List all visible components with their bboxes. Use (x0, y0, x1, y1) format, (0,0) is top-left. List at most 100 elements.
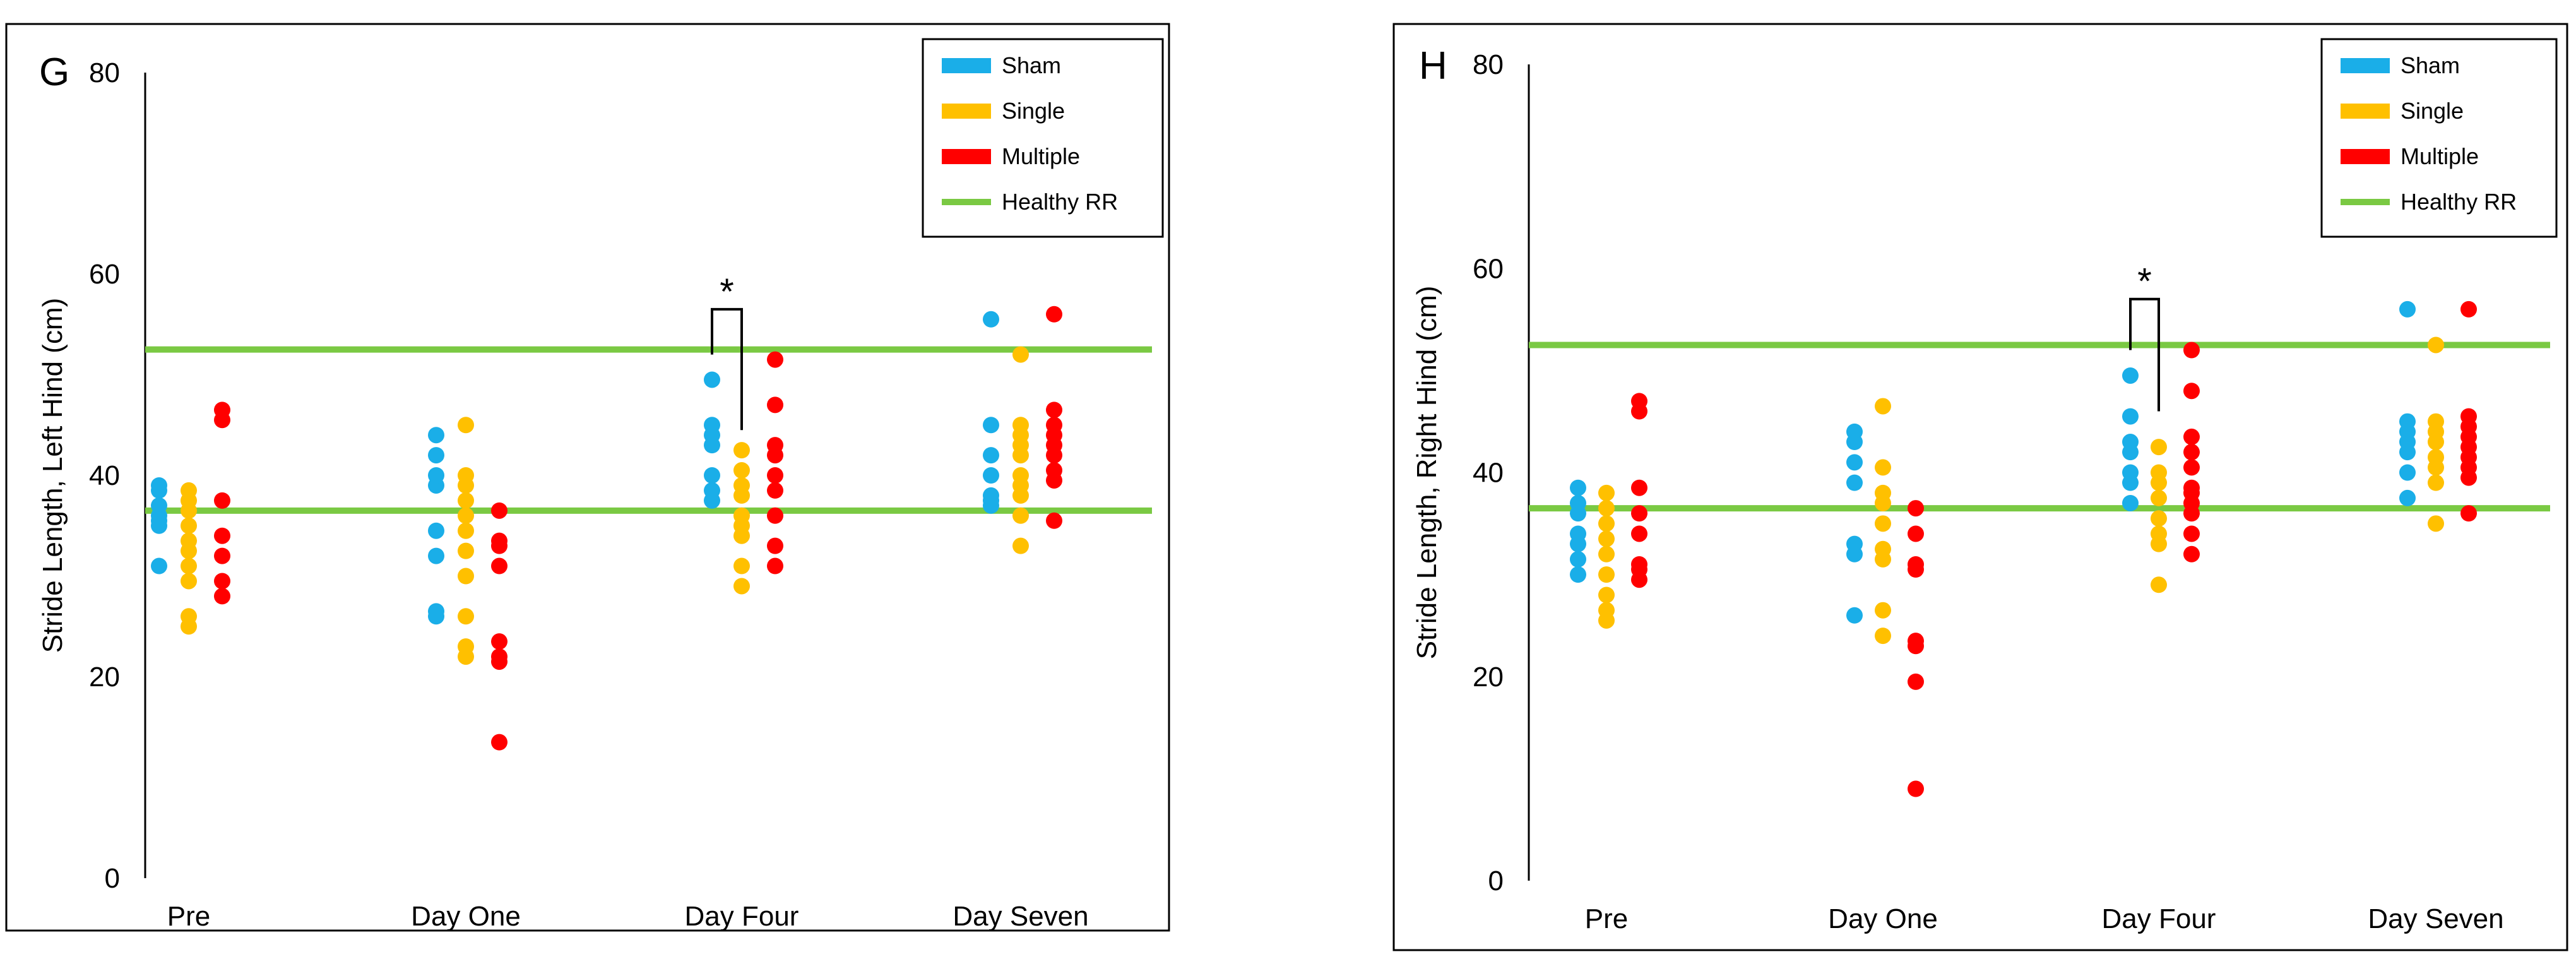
y-tick-label: 60 (89, 259, 120, 290)
data-point-sham (704, 417, 720, 434)
data-point-multiple (767, 351, 783, 368)
data-point-sham (704, 482, 720, 499)
data-point-single (1875, 515, 1891, 532)
data-point-single (458, 417, 474, 434)
x-category-label: Day Seven (2368, 903, 2503, 934)
data-point-multiple (1046, 512, 1062, 529)
data-point-single (181, 482, 197, 499)
legend-swatch-sham (2341, 58, 2390, 73)
significance-star: * (720, 271, 734, 312)
data-point-multiple (491, 557, 507, 574)
data-point-sham (151, 477, 167, 494)
data-point-multiple (767, 557, 783, 574)
legend-swatch-single (2341, 104, 2390, 119)
data-point-multiple (767, 437, 783, 454)
data-point-multiple (214, 527, 230, 544)
data-point-sham (428, 447, 444, 464)
data-point-multiple (2183, 525, 2200, 542)
data-point-single (733, 477, 750, 494)
data-point-single (733, 442, 750, 459)
data-point-multiple (767, 467, 783, 484)
data-point-single (2428, 515, 2444, 532)
data-point-single (1875, 540, 1891, 557)
data-point-multiple (491, 532, 507, 549)
chart-panel-h: H 0 20 40 60 80 Stride Length, Right Hind (cm)… (1392, 23, 2568, 951)
data-point-single (1598, 500, 1615, 517)
data-point-sham (2399, 301, 2416, 318)
data-point-multiple (1631, 479, 1647, 496)
data-point-single (1875, 398, 1891, 415)
data-point-single (2151, 576, 2167, 593)
y-tick-label: 60 (1473, 253, 1504, 284)
data-point-multiple (1631, 525, 1647, 542)
legend-swatch-multiple (942, 149, 991, 164)
data-point-multiple (491, 633, 507, 650)
data-point-multiple (1908, 556, 1924, 573)
data-point-single (2428, 474, 2444, 491)
data-point-multiple (2183, 479, 2200, 496)
legend-swatch-single (942, 104, 991, 119)
data-point-multiple (2460, 408, 2477, 425)
data-point-multiple (2183, 459, 2200, 476)
data-point-sham (983, 311, 999, 328)
data-point-sham (1570, 494, 1586, 511)
data-point-single (1598, 602, 1615, 619)
data-point-sham (1846, 535, 1863, 552)
y-tick-label: 80 (1473, 49, 1504, 80)
data-point-multiple (1908, 673, 1924, 690)
data-point-single (458, 568, 474, 585)
data-point-multiple (2183, 444, 2200, 461)
data-point-single (181, 532, 197, 549)
legend-label: Single (2401, 98, 2464, 124)
data-point-multiple (767, 537, 783, 554)
data-point-single (733, 578, 750, 595)
data-point-single (1012, 346, 1029, 363)
legend-label: Sham (2401, 52, 2460, 78)
data-point-multiple (214, 547, 230, 564)
data-point-single (458, 638, 474, 655)
data-point-sham (983, 467, 999, 484)
data-point-single (1598, 566, 1615, 583)
data-point-single (458, 467, 474, 484)
y-tick-label: 80 (89, 57, 120, 88)
legend-label: Multiple (2401, 143, 2479, 169)
x-category-label: Day Four (685, 901, 799, 932)
data-point-sham (1570, 525, 1586, 542)
y-tick-label: 20 (1473, 662, 1504, 693)
data-point-single (2151, 510, 2167, 527)
data-point-single (1598, 545, 1615, 562)
data-point-multiple (767, 507, 783, 524)
x-category-label: Day Four (2102, 903, 2216, 934)
data-point-single (458, 522, 474, 539)
data-point-single (1598, 484, 1615, 501)
data-point-multiple (2460, 301, 2477, 318)
data-point-sham (2122, 367, 2139, 384)
x-category-label: Day Seven (953, 901, 1088, 932)
legend-label: Single (1002, 98, 1065, 124)
data-point-multiple (2183, 428, 2200, 445)
x-category-label: Day One (411, 901, 521, 932)
data-point-single (181, 573, 197, 590)
data-point-sham (428, 547, 444, 564)
legend-label: Healthy RR (1002, 189, 1118, 215)
y-tick-label: 40 (89, 460, 120, 491)
y-axis-label: Stride Length, Right Hind (cm) (1411, 286, 1442, 660)
data-point-single (2428, 449, 2444, 466)
data-point-multiple (1908, 780, 1924, 797)
data-point-single (181, 517, 197, 534)
data-point-sham (2122, 434, 2139, 451)
data-point-single (1598, 515, 1615, 532)
data-point-sham (428, 427, 444, 444)
legend: Sham Single Multiple Healthy RR (2320, 38, 2558, 238)
data-point-multiple (1908, 633, 1924, 650)
x-category-label: Pre (1585, 903, 1628, 934)
data-point-sham (428, 603, 444, 620)
data-point-multiple (1631, 505, 1647, 522)
data-point-multiple (1046, 306, 1062, 323)
data-point-multiple (767, 396, 783, 414)
data-point-multiple (1908, 525, 1924, 542)
y-tick-label: 40 (1473, 458, 1504, 489)
y-tick-label: 0 (1488, 866, 1504, 896)
significance-bracket (2129, 297, 2160, 412)
